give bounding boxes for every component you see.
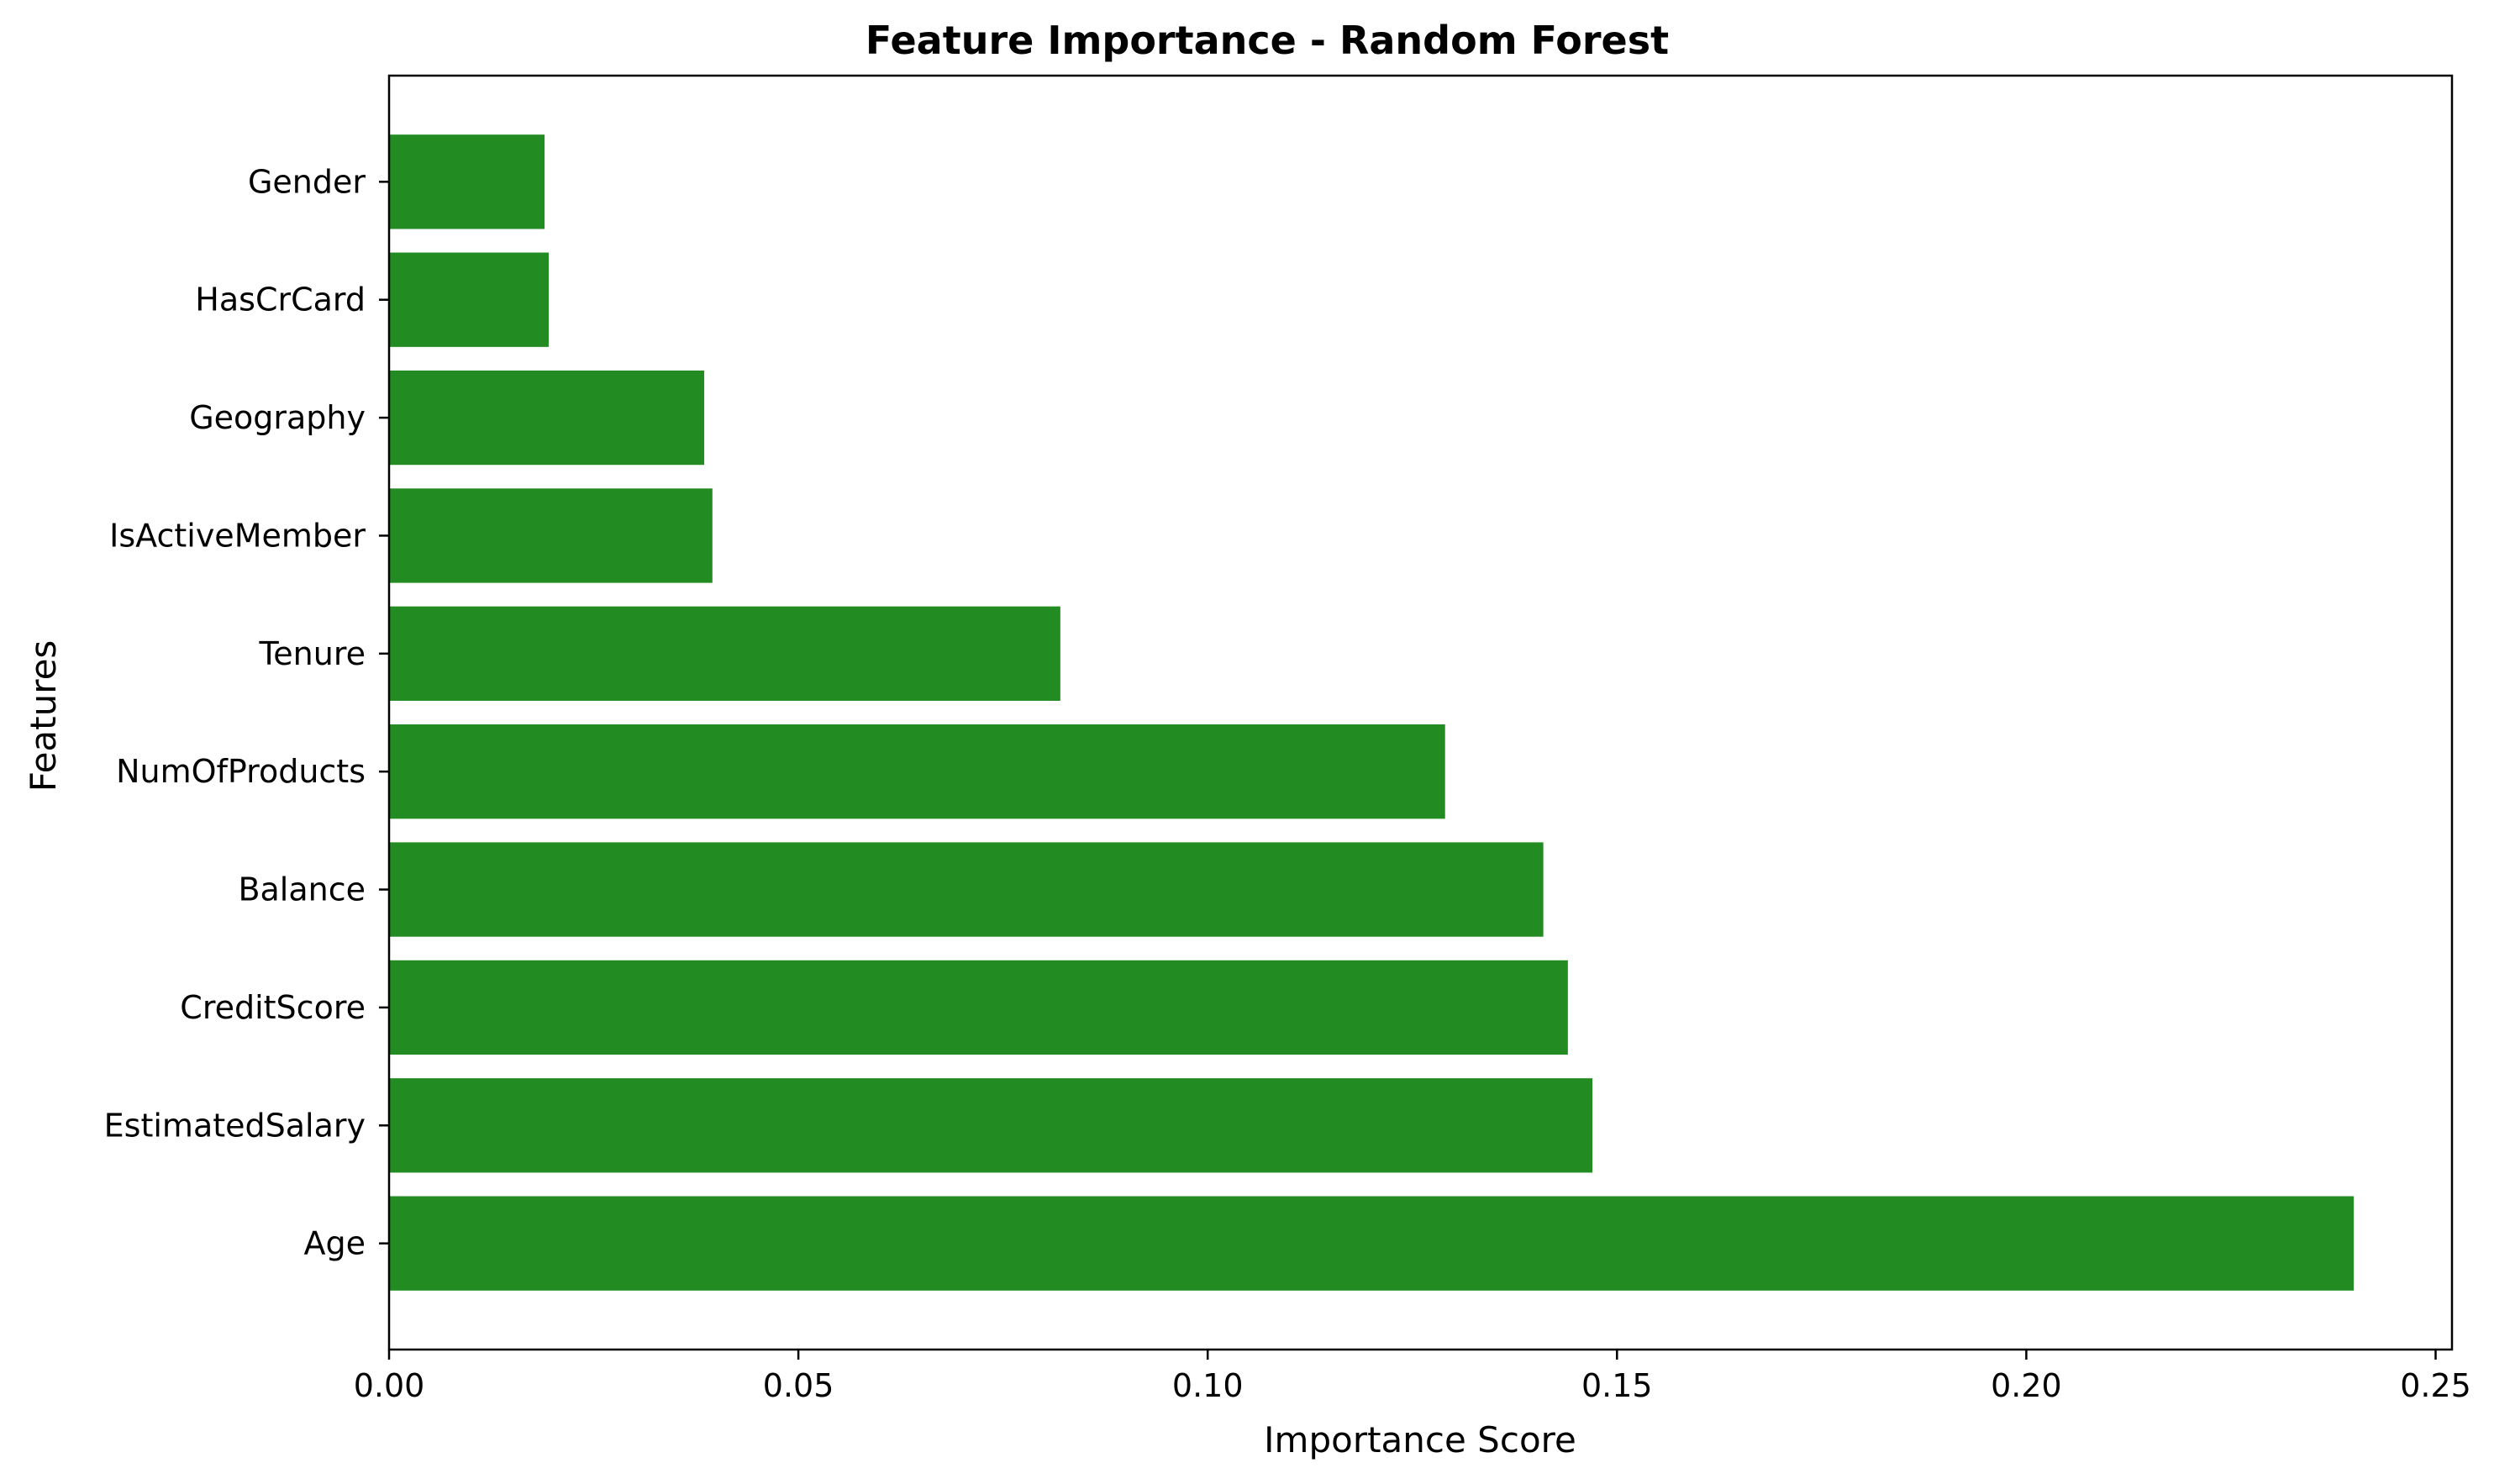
y-tick-label: Balance xyxy=(238,871,366,908)
chart-title: Feature Importance - Random Forest xyxy=(866,18,1669,63)
x-tick-label: 0.20 xyxy=(1991,1367,2062,1404)
bar-EstimatedSalary xyxy=(389,1078,1593,1173)
x-axis-ticks: 0.00 0.05 0.10 0.15 0.20 0.25 xyxy=(354,1350,2471,1404)
y-tick-label: HasCrCard xyxy=(195,282,366,318)
y-tick-label: Tenure xyxy=(259,635,366,672)
bar-IsActiveMember xyxy=(389,488,713,583)
x-tick-label: 0.00 xyxy=(354,1367,425,1404)
bar-HasCrCard xyxy=(389,252,549,347)
y-tick-label: Geography xyxy=(189,399,366,436)
bar-Gender xyxy=(389,134,545,229)
bar-Balance xyxy=(389,842,1544,937)
bar-Tenure xyxy=(389,606,1060,701)
x-tick-label: 0.25 xyxy=(2400,1367,2471,1404)
plot-frame xyxy=(387,74,2454,1351)
y-tick-label: EstimatedSalary xyxy=(104,1107,366,1144)
y-tick-label: Age xyxy=(304,1225,366,1262)
y-tick-label: NumOfProducts xyxy=(116,753,366,790)
y-tick-label: Gender xyxy=(248,163,366,200)
x-tick-label: 0.10 xyxy=(1172,1367,1244,1404)
x-tick-label: 0.05 xyxy=(763,1367,834,1404)
x-axis-label: Importance Score xyxy=(1264,1419,1576,1460)
bars-group xyxy=(389,134,2355,1291)
y-tick-label: CreditScore xyxy=(180,989,366,1026)
bar-CreditScore xyxy=(389,960,1568,1055)
bar-NumOfProducts xyxy=(389,724,1445,819)
y-tick-label: IsActiveMember xyxy=(109,517,366,554)
bar-Geography xyxy=(389,370,705,466)
bar-Age xyxy=(389,1196,2355,1291)
x-tick-label: 0.15 xyxy=(1581,1367,1653,1404)
y-axis-label: Features xyxy=(23,640,64,792)
y-axis-ticks: Age EstimatedSalary CreditScore Balance NumO… xyxy=(104,163,389,1262)
